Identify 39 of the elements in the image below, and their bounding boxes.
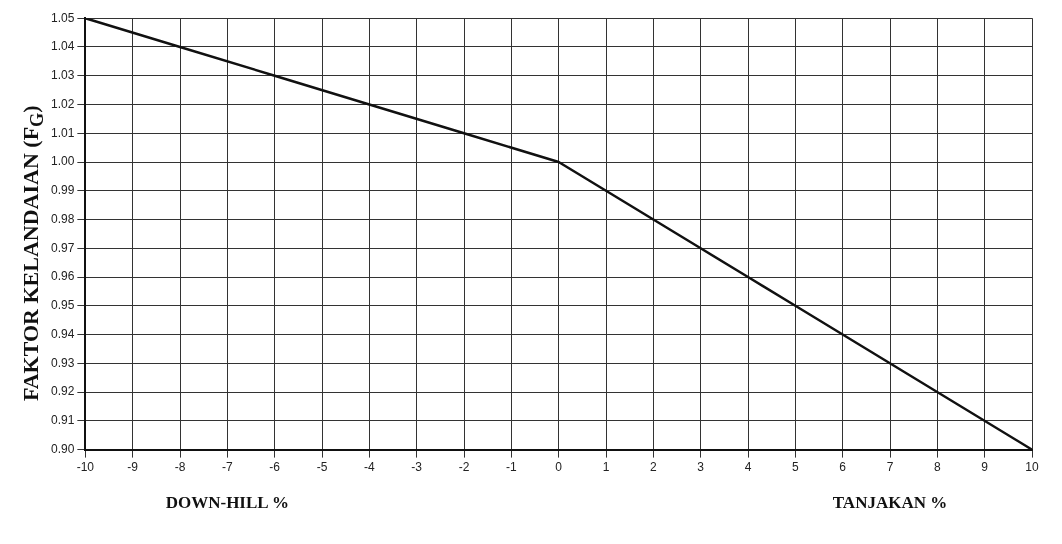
text: DOWN-HILL %: [165, 492, 289, 512]
x-tick-label: -2: [458, 460, 470, 475]
x-tick-label: -6: [269, 460, 281, 475]
x-tick-label: -7: [222, 460, 234, 475]
y-tick-label: 0.95: [51, 298, 75, 313]
x-tick-label: 4: [744, 460, 752, 475]
x-tick-label: 9: [981, 460, 989, 475]
x-tick-label: -10: [76, 460, 95, 475]
y-tick-label: 1.04: [51, 39, 75, 54]
x-tick-label: -1: [506, 460, 518, 475]
y-tick-label: 0.91: [51, 413, 75, 428]
x-tick-label: -8: [174, 460, 186, 475]
y-tick-label: 1.02: [51, 96, 75, 111]
y-tick-label: 0.99: [51, 183, 75, 198]
x-tick-label: 2: [650, 460, 657, 475]
x-tick-label: 7: [886, 460, 894, 475]
x-tick-label: 5: [792, 460, 799, 475]
y-tick-label: 0.98: [51, 211, 75, 226]
x-tick-label: -5: [316, 460, 328, 475]
x-tick-label: 3: [697, 460, 705, 475]
y-tick-label: 1.03: [51, 68, 75, 83]
x-tick-label: -3: [411, 460, 423, 475]
y-tick-label: 1.00: [51, 154, 75, 169]
x-tick-label: 6: [839, 460, 847, 475]
y-tick-label: 1.01: [51, 125, 75, 140]
x-tick-label: 8: [933, 460, 941, 475]
x-tick-label: 10: [1025, 460, 1039, 475]
y-tick-label: 1.05: [51, 10, 75, 25]
y-tick-label: 0.94: [51, 326, 75, 341]
y-tick-label: 0.90: [51, 441, 75, 456]
x-tick-label: -9: [127, 460, 139, 475]
y-tick-label: 0.96: [51, 269, 75, 284]
x-tick-label: 0: [555, 460, 563, 475]
y-tick-label: 0.93: [51, 355, 75, 370]
text: TANJAKAN %: [832, 492, 948, 512]
x-tick-label: -4: [364, 460, 376, 475]
y-tick-label: 0.92: [51, 384, 75, 399]
x-tick-label: 1: [602, 460, 610, 475]
y-tick-label: 0.97: [51, 240, 75, 255]
